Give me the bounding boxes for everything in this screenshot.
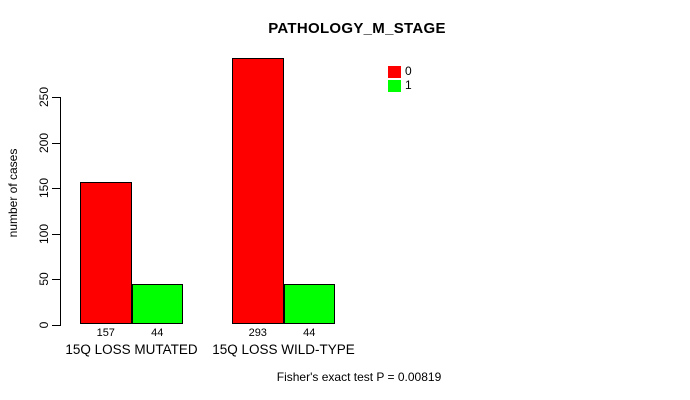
y-tick-label: 150 [37,177,51,199]
y-tick-label: 100 [37,223,51,244]
bar-value-label: 44 [151,326,164,339]
y-tick-mark [52,324,60,326]
legend-label-series-1: 1 [405,78,412,92]
y-tick-mark [52,97,60,98]
x-category-label: 15Q LOSS MUTATED [65,341,198,357]
bar-1-0 [131,284,183,325]
legend: 0 1 [388,65,412,93]
legend-swatch-series-1 [388,79,401,92]
legend-item-series-1: 1 [388,79,412,92]
legend-item-series-0: 0 [388,65,412,78]
bar-value-label: 44 [303,326,316,339]
bar-value-label: 157 [96,326,115,339]
y-tick-mark [52,233,60,235]
chart-title: PATHOLOGY_M_STAGE [268,20,446,37]
bar-0-1 [232,57,284,325]
bar-value-label: 293 [248,326,267,339]
legend-label-series-0: 0 [405,64,412,78]
y-tick-label: 50 [37,272,51,286]
bar-1-1 [283,284,335,325]
y-tick-mark [52,279,60,280]
y-tick-label: 0 [37,321,51,328]
y-tick-label: 250 [37,86,51,108]
y-tick-mark [52,142,60,144]
x-category-label: 15Q LOSS WILD-TYPE [212,341,355,357]
y-axis-line [60,97,61,326]
y-tick-mark [52,188,60,189]
bar-0-0 [80,181,132,325]
pvalue-annotation: Fisher's exact test P = 0.00819 [276,370,442,384]
y-axis-title: number of cases [6,148,20,238]
y-tick-label: 200 [37,132,51,153]
legend-swatch-series-0 [388,65,401,78]
